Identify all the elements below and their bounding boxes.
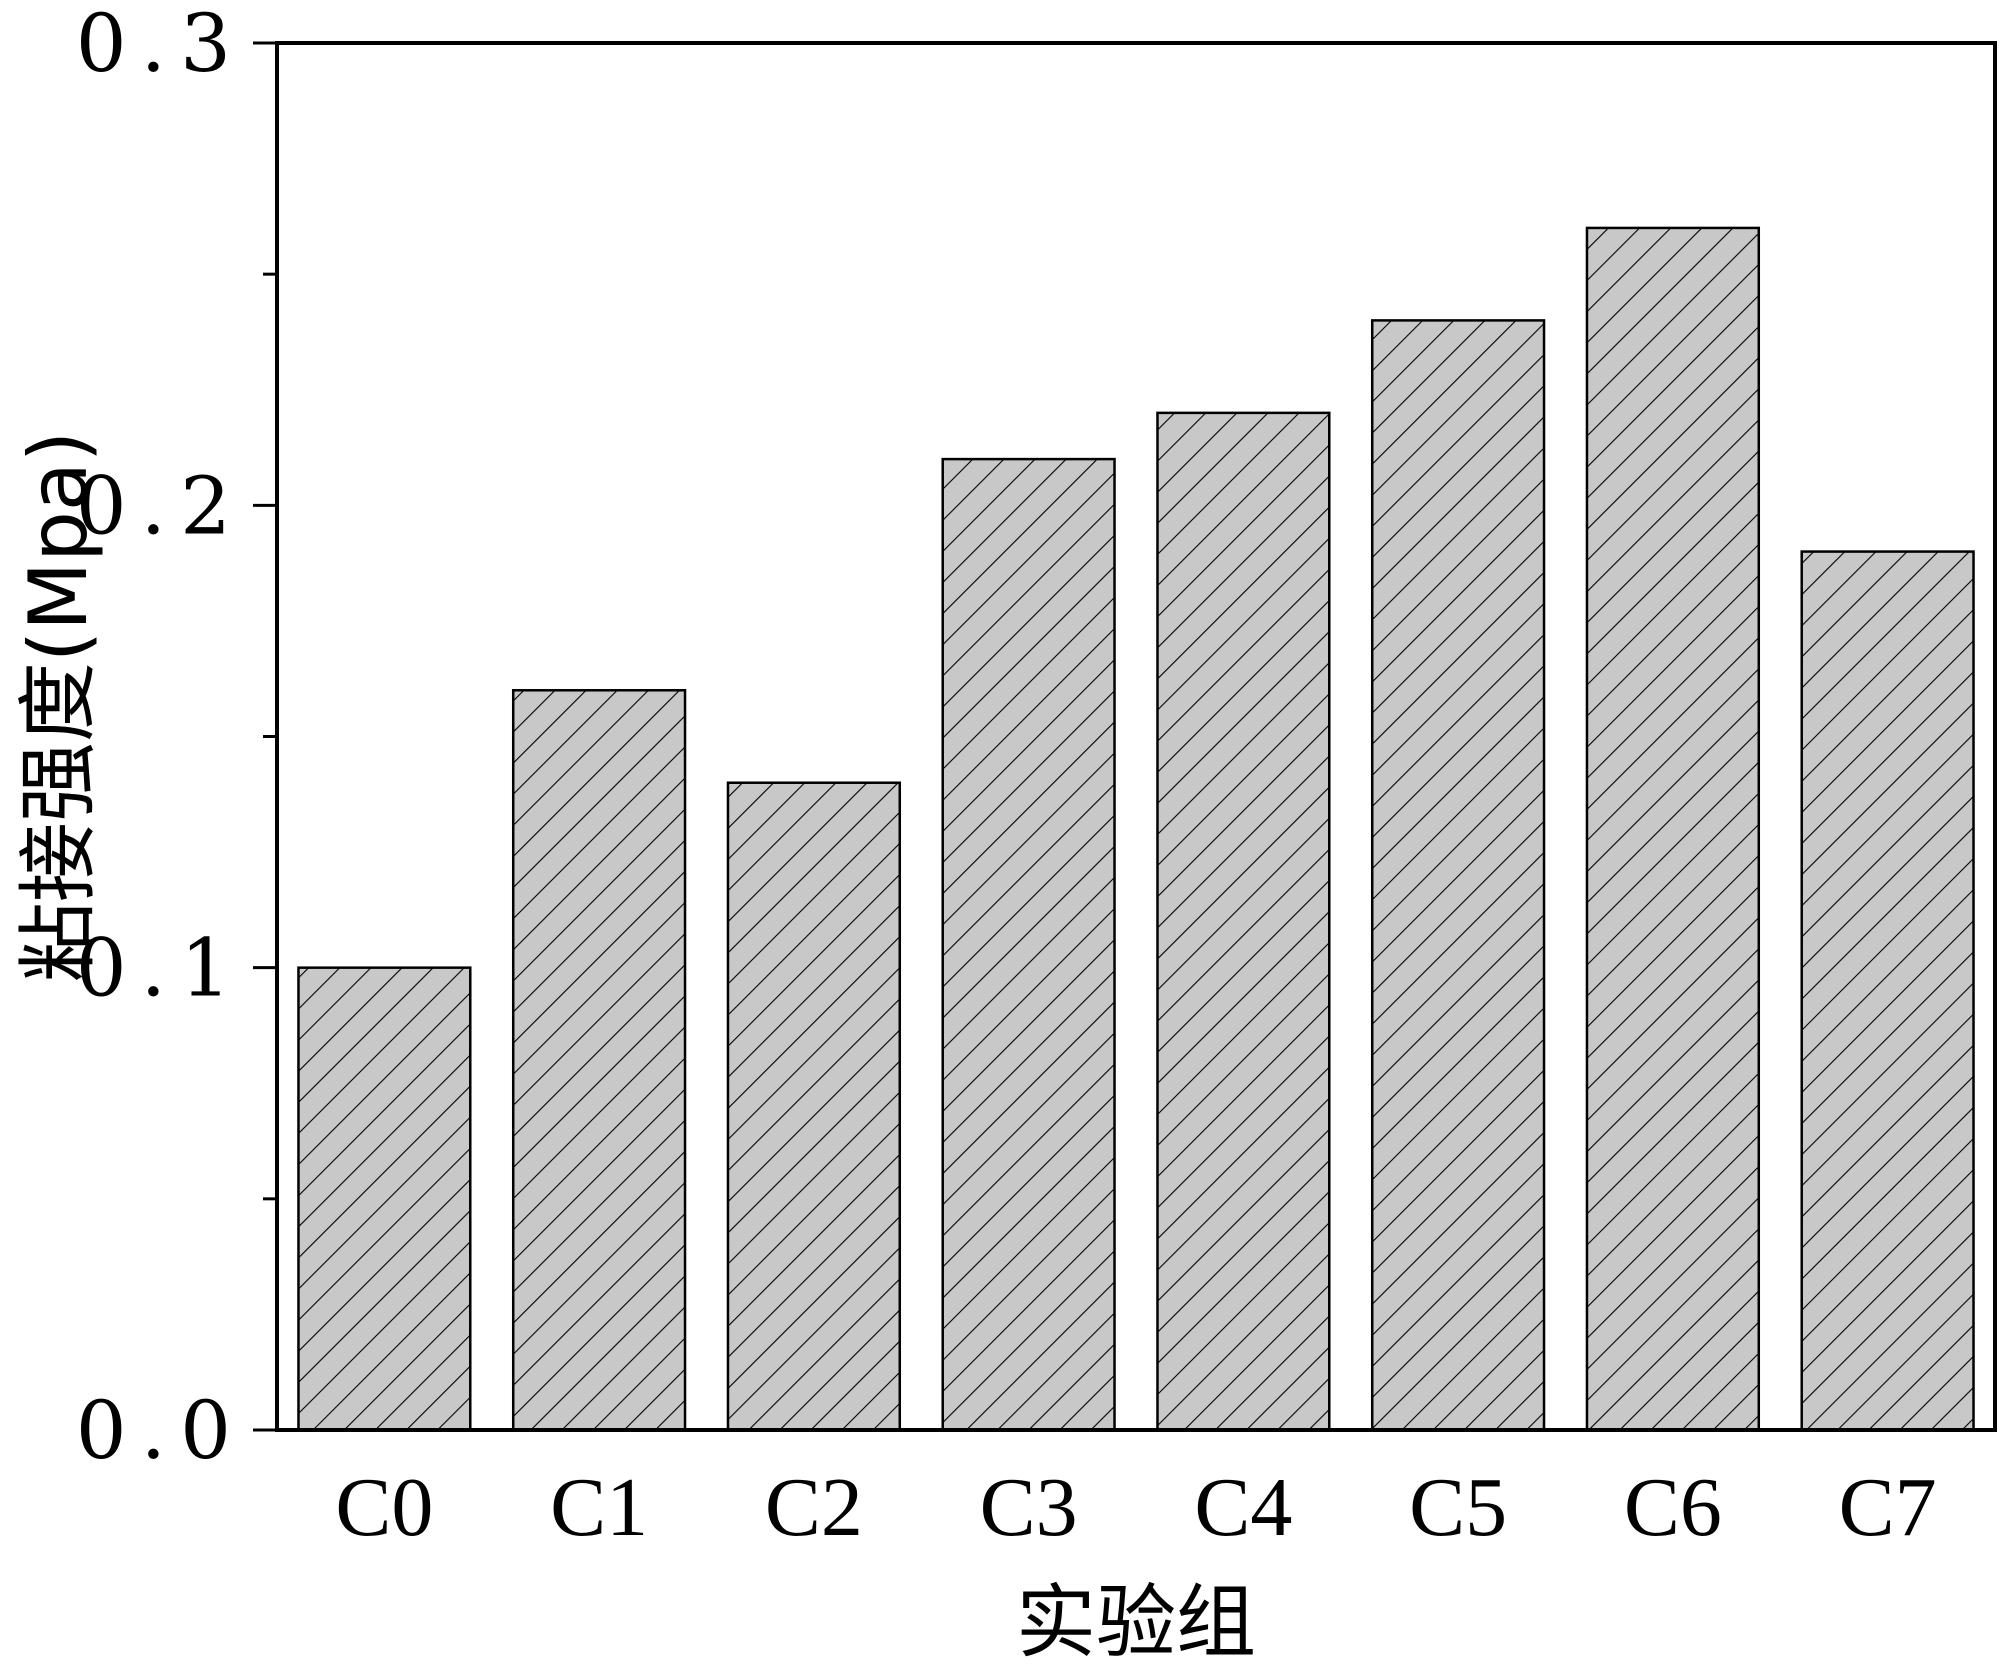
y-axis: 0.0 0.1 0.2 0.3 xyxy=(76,0,277,1477)
y-tick-label: 0.0 xyxy=(76,1384,245,1477)
x-tick-label-c5: C5 xyxy=(1409,1461,1507,1554)
bar-c1 xyxy=(511,689,687,1432)
category-labels: C0 C1 C2 C3 C4 C5 C6 C7 xyxy=(335,1461,1936,1554)
x-tick-label-c7: C7 xyxy=(1839,1461,1937,1554)
x-tick-label-c1: C1 xyxy=(550,1461,648,1554)
bar-c4 xyxy=(1156,411,1331,1432)
x-tick-label-c4: C4 xyxy=(1194,1461,1292,1554)
x-tick-label-c6: C6 xyxy=(1624,1461,1722,1554)
bar-c6 xyxy=(1585,226,1761,1432)
x-tick-label-c2: C2 xyxy=(765,1461,863,1554)
bar-c7 xyxy=(1800,550,1975,1432)
x-axis-title: 实验组 xyxy=(1016,1576,1256,1669)
plot-frame xyxy=(275,41,1997,1432)
bar-c5 xyxy=(1370,319,1546,1432)
y-tick-label: 0.1 xyxy=(76,922,245,1015)
x-tick-label-c3: C3 xyxy=(980,1461,1078,1554)
y-tick-label: 0.2 xyxy=(76,459,245,552)
bar-c0 xyxy=(297,966,472,1432)
x-tick-label-c0: C0 xyxy=(335,1461,433,1554)
bar-c2 xyxy=(726,781,902,1432)
y-axis-title: 粘接强度(Mpa) xyxy=(12,431,105,982)
bar-c3 xyxy=(941,457,1116,1432)
y-tick-label: 0.3 xyxy=(76,0,245,90)
bars-group xyxy=(297,226,1975,1432)
